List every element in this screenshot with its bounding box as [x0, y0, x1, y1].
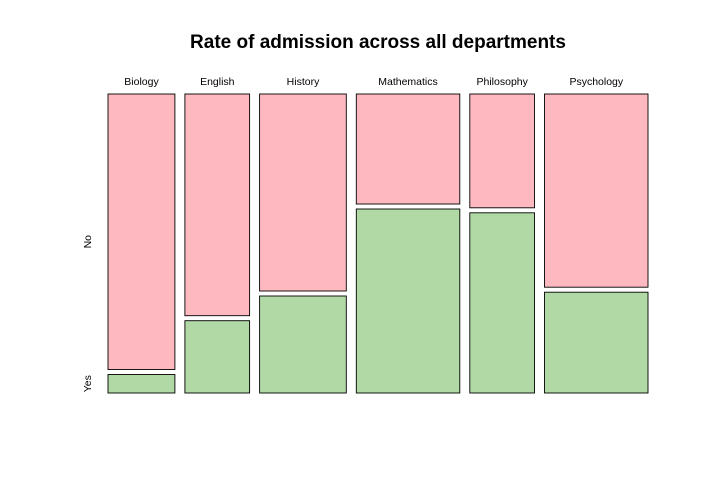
tile-philosophy-yes: [469, 212, 535, 394]
tile-psychology-yes: [544, 291, 649, 394]
category-labels: Biology English History Mathematics Philosop…: [124, 76, 624, 88]
tile-mathematics-no: [355, 93, 461, 205]
tile-philosophy-no: [469, 93, 535, 209]
tile-english-no: [184, 93, 251, 317]
tile-mathematics-yes: [355, 208, 461, 394]
mosaic-tiles: [107, 93, 649, 394]
category-label-english: English: [200, 76, 235, 88]
tile-biology-yes: [107, 374, 176, 394]
tile-history-no: [259, 93, 347, 292]
y-level-label-yes: Yes: [82, 375, 94, 392]
tile-psychology-no: [544, 93, 649, 288]
chart-title: Rate of admission across all departments: [190, 32, 566, 53]
category-label-mathematics: Mathematics: [378, 76, 438, 88]
category-label-history: History: [287, 76, 320, 88]
tile-biology-no: [107, 93, 176, 370]
tile-history-yes: [259, 295, 347, 394]
category-label-philosophy: Philosophy: [477, 76, 529, 88]
category-label-biology: Biology: [124, 76, 159, 88]
y-level-label-no: No: [82, 235, 94, 249]
category-label-psychology: Psychology: [569, 76, 623, 88]
tile-english-yes: [184, 320, 251, 394]
